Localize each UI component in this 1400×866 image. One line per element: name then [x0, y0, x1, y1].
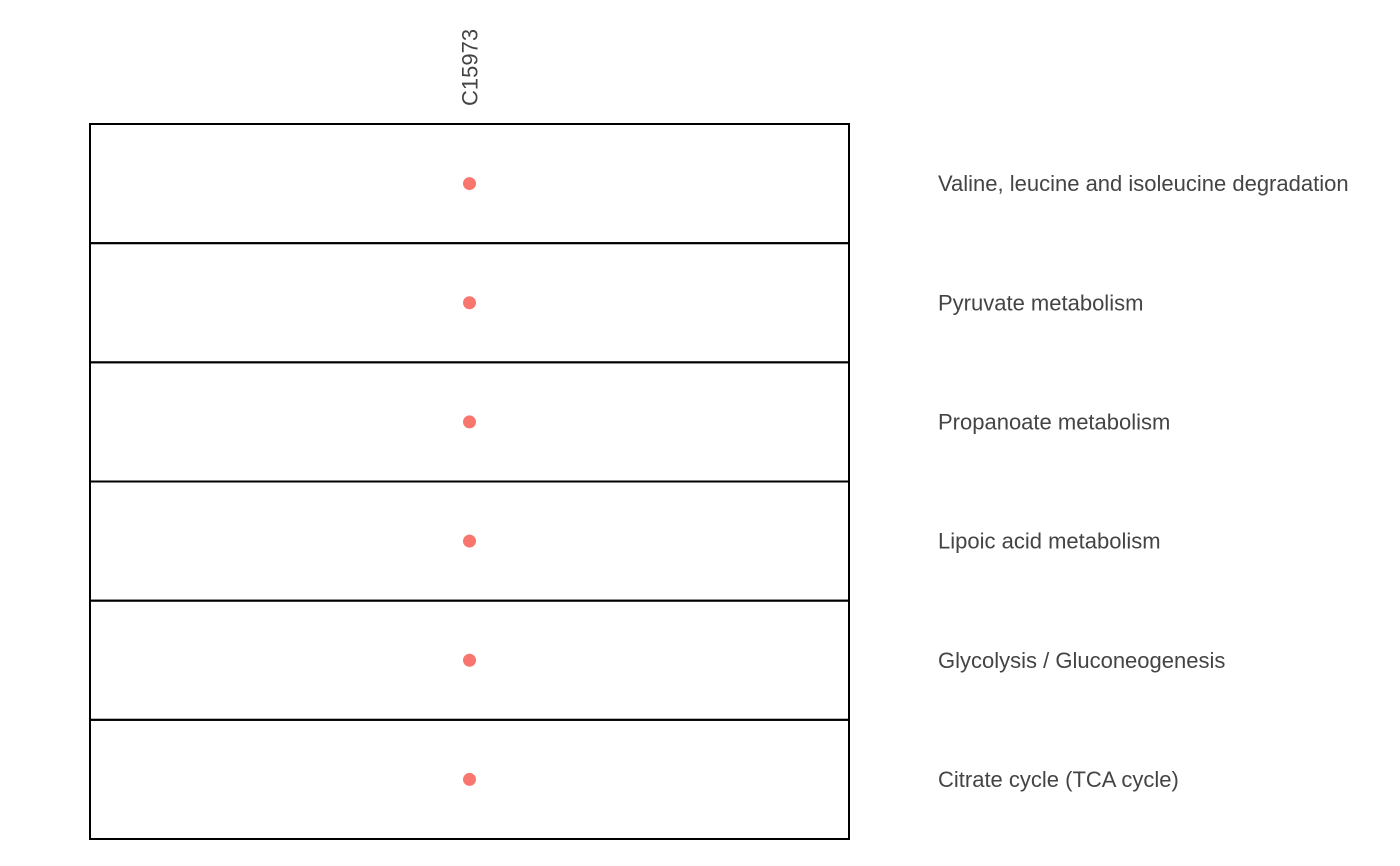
column-labels: C15973 — [458, 29, 483, 106]
row-label-propanoate-metabolism: Propanoate metabolism — [938, 409, 1170, 434]
data-point-propanoate-metabolism — [463, 415, 476, 429]
data-point-citrate-cycle-tca-cycle — [463, 772, 476, 786]
row-labels: Valine, leucine and isoleucine degradati… — [938, 171, 1349, 792]
column-label-c15973: C15973 — [458, 29, 483, 106]
data-point-glycolysis-gluconeogenesis — [463, 653, 476, 667]
row-label-lipoic-acid-metabolism: Lipoic acid metabolism — [938, 529, 1161, 554]
row-panel-citrate-cycle-tca-cycle — [89, 718, 850, 840]
data-point-lipoic-acid-metabolism — [463, 534, 476, 548]
row-label-citrate-cycle-tca-cycle: Citrate cycle (TCA cycle) — [938, 767, 1179, 792]
data-point-valine-leucine-and-isoleucine-degradation — [463, 177, 476, 191]
row-label-valine-leucine-and-isoleucine-degradation: Valine, leucine and isoleucine degradati… — [938, 171, 1349, 196]
data-point-pyruvate-metabolism — [463, 296, 476, 310]
panels — [89, 123, 850, 840]
data-points — [463, 177, 476, 786]
row-label-pyruvate-metabolism: Pyruvate metabolism — [938, 290, 1143, 315]
row-label-glycolysis-gluconeogenesis: Glycolysis / Gluconeogenesis — [938, 648, 1225, 673]
